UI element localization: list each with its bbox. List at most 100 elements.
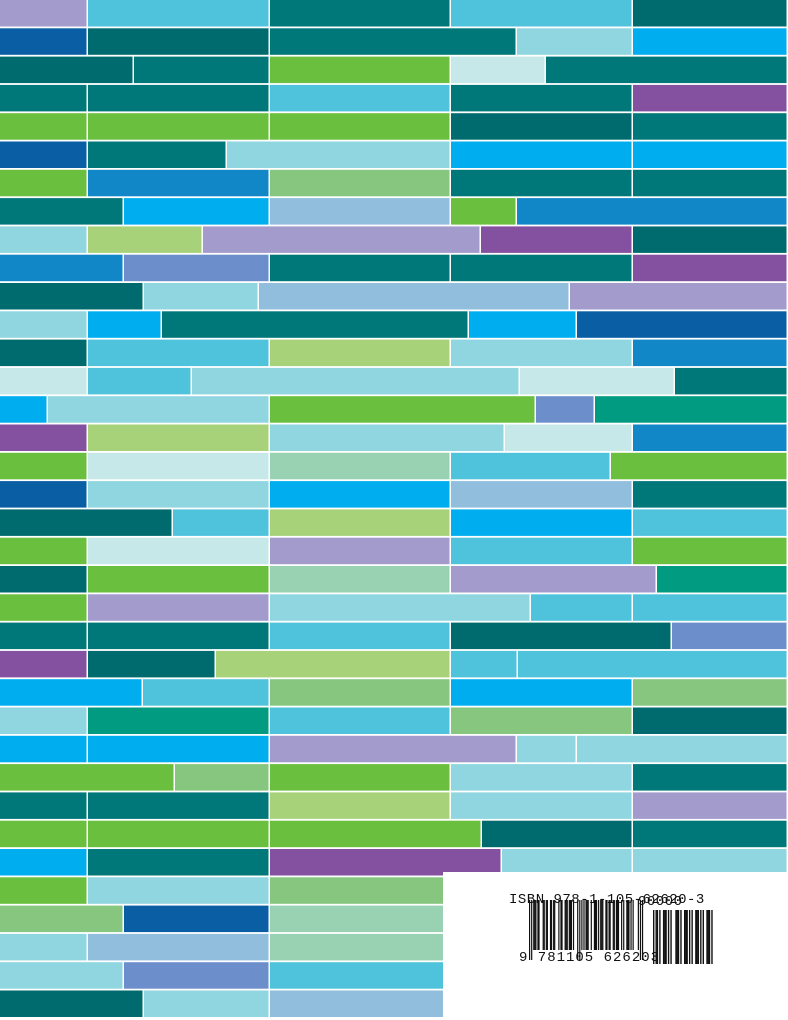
tile (270, 707, 450, 734)
tile (144, 283, 258, 310)
barcode-bar (579, 900, 581, 960)
tile (0, 622, 87, 650)
barcode-bar (677, 910, 680, 964)
barcode-bar (617, 900, 620, 950)
tile (88, 594, 269, 621)
tile (0, 707, 87, 734)
tile (270, 594, 530, 621)
tile (451, 764, 632, 791)
tile (570, 283, 787, 310)
tile (451, 537, 632, 565)
tile (451, 169, 632, 197)
barcode-bar (702, 910, 704, 964)
tile (88, 84, 269, 112)
barcode-bar (707, 910, 709, 964)
tile (124, 254, 269, 282)
barcode-bar (546, 900, 548, 950)
tile (633, 141, 787, 168)
tile (0, 56, 133, 84)
barcode-bar (637, 900, 639, 950)
barcode-bar (612, 900, 614, 950)
tile (451, 113, 632, 140)
tile (0, 283, 143, 310)
barcode-bar (564, 900, 566, 950)
tile (270, 84, 450, 112)
barcode-bar (533, 900, 535, 950)
tile (577, 735, 787, 763)
barcode-bar (695, 910, 697, 964)
tile (451, 509, 632, 536)
tile (0, 311, 87, 338)
addon-code: 90000 (638, 894, 683, 910)
tile (0, 113, 87, 140)
tile (0, 452, 87, 480)
barcode-bar (697, 910, 700, 964)
tile (143, 679, 269, 706)
barcode-bar (700, 910, 702, 964)
barcode-bar (711, 910, 713, 964)
barcode-bar (606, 900, 608, 950)
tile (48, 396, 269, 423)
tile (0, 198, 123, 225)
barcode-bar (664, 910, 666, 964)
tile (0, 820, 87, 848)
tile (175, 764, 269, 791)
tile (270, 28, 516, 55)
tile (270, 0, 450, 27)
tile (451, 56, 545, 84)
tile (633, 28, 787, 55)
tile (595, 396, 787, 423)
barcode-bar (659, 910, 661, 964)
tile (633, 424, 787, 451)
tile (633, 84, 787, 112)
tile (270, 820, 481, 848)
tile (88, 424, 269, 451)
barcode-bar (581, 900, 583, 950)
tile (0, 877, 87, 904)
tile (451, 452, 610, 480)
barcode-bar (537, 900, 539, 950)
tile (517, 28, 632, 55)
tile (270, 56, 450, 84)
barcode-bar (558, 900, 560, 950)
tile (270, 792, 450, 819)
tile (0, 594, 87, 621)
tile (633, 113, 787, 140)
tile (192, 367, 519, 395)
barcode-bar (534, 900, 536, 950)
barcode-bar (608, 900, 610, 950)
barcode-bar (684, 910, 686, 964)
tile (633, 849, 787, 876)
tile (0, 226, 87, 253)
barcode-bar (639, 900, 642, 960)
tile (88, 28, 269, 55)
tile (0, 169, 87, 197)
barcode-bar (615, 900, 618, 950)
tile (134, 56, 269, 84)
tile (270, 509, 450, 536)
tile (0, 905, 123, 933)
barcode-bar (667, 910, 670, 964)
tile (481, 226, 632, 253)
tile (270, 537, 450, 565)
barcode-bar (632, 900, 634, 950)
barcode-bar (676, 910, 678, 964)
tile (0, 679, 142, 706)
barcode-bar (583, 900, 585, 950)
tile (633, 537, 787, 565)
tile (451, 481, 632, 508)
tile (88, 311, 161, 338)
barcode-bar (675, 910, 677, 964)
tile (270, 764, 450, 791)
tile (144, 990, 269, 1017)
barcode-bar (594, 900, 597, 950)
tile (0, 339, 87, 367)
barcode-bar (656, 910, 659, 964)
tile (451, 198, 516, 225)
tile (88, 735, 269, 763)
tile (88, 877, 269, 904)
tile (173, 509, 269, 536)
tile (88, 113, 269, 140)
tile (88, 792, 269, 819)
tile (88, 707, 269, 734)
